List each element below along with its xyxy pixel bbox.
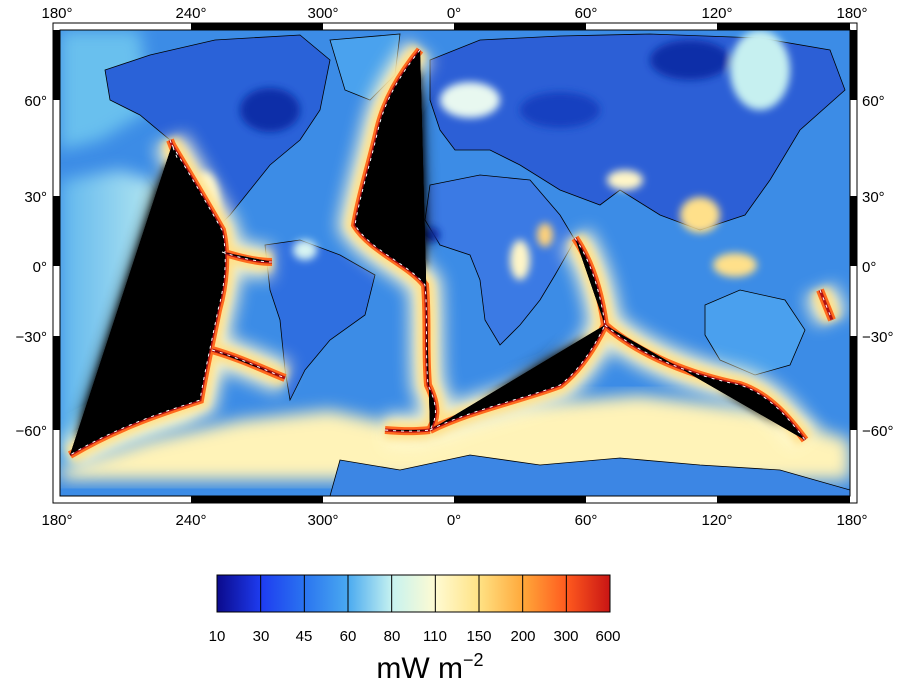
- lat-label: 60°: [862, 93, 885, 110]
- antarctica: [329, 454, 850, 496]
- lat-label: 0°: [33, 259, 47, 276]
- lon-label: 180°: [41, 5, 72, 22]
- lon-label: 300°: [307, 512, 338, 529]
- lat-label: 30°: [24, 189, 47, 206]
- lon-label: 240°: [175, 512, 206, 529]
- colorbar-swatch: [217, 575, 262, 612]
- colorbar-tick: 110: [423, 628, 447, 645]
- lon-label: 0°: [447, 5, 461, 22]
- lon-label: 180°: [41, 512, 72, 529]
- colorbar-swatch: [391, 575, 436, 612]
- colorbar-border: [216, 574, 611, 613]
- north-america: [104, 34, 331, 231]
- south-america: [264, 239, 376, 402]
- top-longitude-labels: 180° 240° 300° 0° 60° 120° 180°: [41, 5, 867, 22]
- colorbar-unit: mW m−2: [376, 650, 483, 685]
- right-latitude-labels: 60° 30° 0° −30° −60°: [862, 93, 893, 440]
- heat-flow-map: [60, 30, 850, 496]
- colorbar-swatch: [304, 575, 349, 612]
- lon-label: 60°: [575, 5, 598, 22]
- colorbar: 10 30 45 60 80 110 150 200 300 600 mW m−…: [209, 574, 621, 685]
- lon-label: 0°: [447, 512, 461, 529]
- colorbar-tick: 45: [296, 628, 313, 645]
- colorbar-swatch: [260, 575, 305, 612]
- australia: [704, 289, 806, 376]
- lon-label: 60°: [575, 512, 598, 529]
- lat-label: 60°: [24, 93, 47, 110]
- lon-label: 180°: [836, 512, 867, 529]
- lat-label: 30°: [862, 189, 885, 206]
- colorbar-tick: 200: [510, 628, 535, 645]
- left-latitude-labels: 60° 30° 0° −30° −60°: [16, 93, 47, 440]
- colorbar-tick: 80: [384, 628, 401, 645]
- colorbar-tick: 60: [340, 628, 357, 645]
- lon-label: 120°: [701, 512, 732, 529]
- lon-label: 300°: [307, 5, 338, 22]
- bottom-longitude-labels: 180° 240° 300° 0° 60° 120° 180°: [41, 512, 867, 529]
- colorbar-tick: 600: [595, 628, 620, 645]
- lat-label: 0°: [862, 259, 876, 276]
- lon-label: 120°: [701, 5, 732, 22]
- colorbar-swatch: [566, 575, 611, 612]
- lon-label: 180°: [836, 5, 867, 22]
- colorbar-swatch: [435, 575, 480, 612]
- colorbar-swatch: [348, 575, 393, 612]
- map-frame: [52, 22, 858, 504]
- pacific-cool-zone: [60, 30, 150, 150]
- colorbar-swatch: [479, 575, 524, 612]
- colorbar-swatches: [217, 575, 611, 612]
- lat-label: −30°: [862, 329, 893, 346]
- lat-label: −30°: [16, 329, 47, 346]
- africa: [424, 174, 576, 346]
- colorbar-tick: 300: [553, 628, 578, 645]
- lat-label: −60°: [862, 423, 893, 440]
- lon-label: 240°: [175, 5, 206, 22]
- colorbar-tick: 10: [209, 628, 226, 645]
- colorbar-swatch: [522, 575, 567, 612]
- colorbar-tick: 150: [466, 628, 491, 645]
- southern-ocean-band: [60, 395, 850, 480]
- lat-label: −60°: [16, 423, 47, 440]
- colorbar-tick: 30: [253, 628, 270, 645]
- colorbar-tick-labels: 10 30 45 60 80 110 150 200 300 600: [209, 628, 621, 645]
